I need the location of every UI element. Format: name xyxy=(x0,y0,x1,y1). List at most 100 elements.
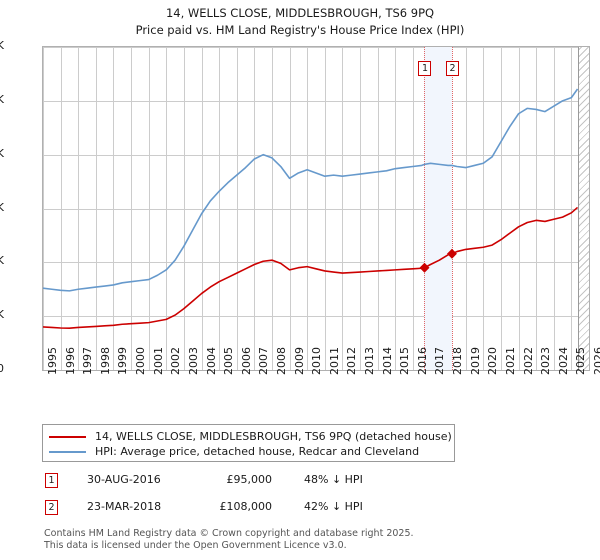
gridline-vertical xyxy=(96,47,97,370)
gridline-horizontal xyxy=(43,155,589,156)
sale-marker-1 xyxy=(419,262,430,273)
gridline-vertical xyxy=(78,47,79,370)
gridline-vertical xyxy=(342,47,343,370)
gridline-vertical xyxy=(254,47,255,370)
x-axis-tick-label: 2012 xyxy=(345,347,359,375)
legend-swatch-property xyxy=(49,435,86,438)
transaction-price: £95,000 xyxy=(226,473,273,486)
chart-event-badge-1: 1 xyxy=(418,61,432,76)
x-axis-tick-label: 2013 xyxy=(363,347,377,375)
chart-title-block: 14, WELLS CLOSE, MIDDLESBROUGH, TS6 9PQ … xyxy=(0,5,600,39)
transaction-list: 1 30-AUG-2016 £95,000 48% ↓ HPI 2 23-MAR… xyxy=(42,471,462,525)
x-axis-tick-label: 2008 xyxy=(274,347,288,375)
sale-event-line xyxy=(424,47,426,370)
x-axis-tick-label: 1997 xyxy=(81,347,95,375)
x-axis-tick-label: 2026 xyxy=(592,347,600,375)
transaction-date: 30-AUG-2016 xyxy=(87,473,161,486)
legend-item-property: 14, WELLS CLOSE, MIDDLESBROUGH, TS6 9PQ … xyxy=(49,429,452,444)
x-axis-tick-label: 2009 xyxy=(292,347,306,375)
gridline-vertical xyxy=(166,47,167,370)
x-axis-tick-label: 2020 xyxy=(486,347,500,375)
x-axis-tick-label: 1998 xyxy=(98,347,112,375)
copyright-line: Contains HM Land Registry data © Crown c… xyxy=(44,528,414,539)
series-line-hpi xyxy=(43,88,579,292)
y-axis-tick-label: £300K xyxy=(0,39,4,52)
x-axis-tick-label: 2005 xyxy=(222,347,236,375)
x-axis-tick-label: 2011 xyxy=(327,347,341,375)
x-axis-tick-label: 2006 xyxy=(239,347,253,375)
legend-label-property: 14, WELLS CLOSE, MIDDLESBROUGH, TS6 9PQ … xyxy=(95,430,452,443)
table-row: 1 30-AUG-2016 £95,000 48% ↓ HPI xyxy=(42,471,462,498)
x-axis-tick-label: 1996 xyxy=(63,347,77,375)
gridline-vertical xyxy=(272,47,273,370)
gridline-vertical xyxy=(360,47,361,370)
table-row: 2 23-MAR-2018 £108,000 42% ↓ HPI xyxy=(42,498,462,525)
gridline-horizontal xyxy=(43,209,589,210)
gridline-vertical xyxy=(61,47,62,370)
legend-label-hpi: HPI: Average price, detached house, Redc… xyxy=(95,445,420,458)
gridline-horizontal xyxy=(43,47,589,48)
gridline-horizontal xyxy=(43,101,589,102)
x-axis-tick-label: 2004 xyxy=(204,347,218,375)
chart-series-layer xyxy=(43,88,579,330)
y-axis-tick-label: £0 xyxy=(0,362,4,375)
transaction-hpi-delta: 48% ↓ HPI xyxy=(304,473,363,486)
y-axis-tick-label: £200K xyxy=(0,146,4,160)
gridline-vertical xyxy=(413,47,414,370)
chart-event-badge-2: 2 xyxy=(445,61,459,76)
x-axis-tick-label: 2000 xyxy=(134,347,148,375)
x-axis-tick-label: 2019 xyxy=(468,347,482,375)
gridline-horizontal xyxy=(43,316,589,317)
x-axis-tick-label: 1995 xyxy=(46,347,59,375)
gridline-vertical xyxy=(395,47,396,370)
gridline-vertical xyxy=(378,47,379,370)
licence-line: This data is licensed under the Open Gov… xyxy=(44,539,347,551)
gridline-vertical xyxy=(149,47,150,370)
x-axis-tick-label: 2025 xyxy=(574,347,588,375)
x-axis-tick-label: 2010 xyxy=(310,347,324,375)
x-axis-tick-label: 2021 xyxy=(503,347,517,375)
gridline-vertical xyxy=(536,47,537,370)
gridline-vertical xyxy=(571,47,572,370)
gridline-vertical xyxy=(501,47,502,370)
y-axis-tick-label: £250K xyxy=(0,92,4,106)
gridline-vertical xyxy=(184,47,185,370)
gridline-vertical xyxy=(519,47,520,370)
x-axis-tick-label: 2016 xyxy=(415,347,429,375)
transaction-hpi-delta: 42% ↓ HPI xyxy=(304,500,363,513)
x-axis-tick-label: 2003 xyxy=(186,347,200,375)
x-axis-tick-label: 2015 xyxy=(398,347,412,375)
x-axis-tick-label: 2017 xyxy=(433,347,447,375)
gridline-vertical xyxy=(589,47,590,370)
ownership-span-highlight xyxy=(424,47,452,370)
gridline-vertical xyxy=(202,47,203,370)
x-axis-tick-label: 2018 xyxy=(451,347,465,375)
x-axis-tick-label: 2024 xyxy=(556,347,570,375)
gridline-vertical xyxy=(325,47,326,370)
x-axis-tick-label: 2002 xyxy=(169,347,183,375)
x-axis-tick-label: 2022 xyxy=(521,347,535,375)
transaction-index-badge: 1 xyxy=(45,473,58,488)
gridline-vertical xyxy=(483,47,484,370)
gridline-vertical xyxy=(466,47,467,370)
gridline-vertical xyxy=(307,47,308,370)
attribution-footer: Contains HM Land Registry data © Crown c… xyxy=(44,528,584,551)
x-axis-tick-label: 2023 xyxy=(539,347,553,375)
y-axis-tick-label: £150K xyxy=(0,200,4,214)
page-title: 14, WELLS CLOSE, MIDDLESBROUGH, TS6 9PQ xyxy=(165,6,435,20)
transaction-index-badge: 2 xyxy=(45,500,58,515)
transaction-price: £108,000 xyxy=(219,500,273,513)
sale-marker-2 xyxy=(446,248,457,259)
no-data-hatch-region xyxy=(577,47,589,370)
series-line-property xyxy=(43,206,579,330)
y-axis-tick-label: £100K xyxy=(0,254,4,268)
x-axis-tick-label: 2007 xyxy=(257,347,271,375)
gridline-vertical xyxy=(290,47,291,370)
legend-swatch-hpi xyxy=(49,450,86,453)
gridline-vertical xyxy=(43,47,44,370)
sale-event-line xyxy=(451,47,453,370)
gridline-vertical xyxy=(219,47,220,370)
gridline-vertical xyxy=(237,47,238,370)
legend-item-hpi: HPI: Average price, detached house, Redc… xyxy=(49,444,448,459)
